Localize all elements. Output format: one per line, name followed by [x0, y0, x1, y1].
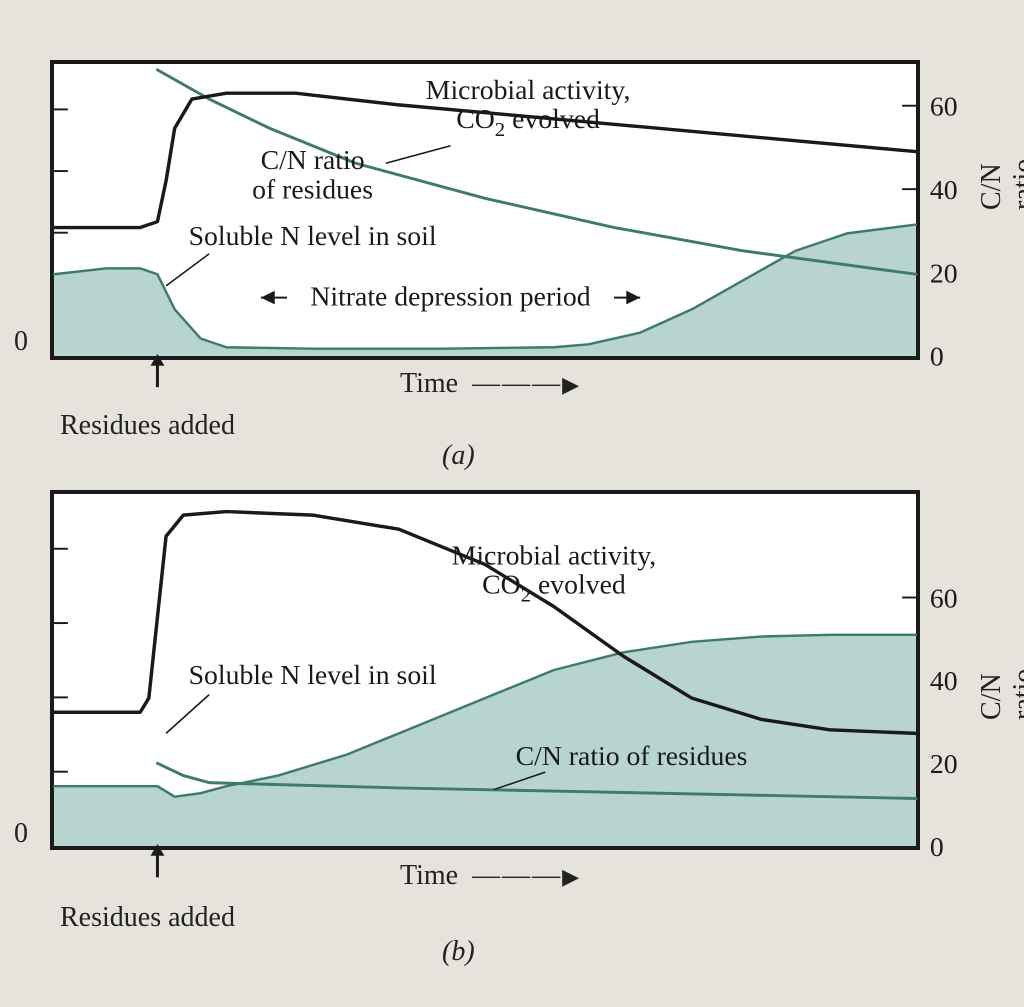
svg-text:C/N ratio: C/N ratio [261, 145, 365, 175]
svg-text:CO2 evolved: CO2 evolved [456, 104, 600, 141]
panel-a-x-label: Time ———▶ [400, 368, 579, 400]
chart-a-svg: 0204060Microbial activity,CO2 evolvedC/N… [54, 64, 916, 356]
panel-a-caption: (a) [442, 440, 475, 472]
svg-text:Soluble N level in soil: Soluble N level in soil [189, 659, 437, 690]
panel-a-left-zero: 0 [14, 326, 28, 358]
panel-b-right-axis-label: C/N ratio [976, 669, 1024, 720]
x-axis-label-text-b: Time [400, 860, 458, 891]
svg-text:0: 0 [930, 831, 944, 862]
svg-text:40: 40 [930, 665, 958, 696]
svg-text:Microbial activity,: Microbial activity, [452, 540, 657, 571]
page-root: 0204060Microbial activity,CO2 evolvedC/N… [0, 0, 1024, 1007]
chart-panel-b: 0204060Microbial activity,CO2 evolvedC/N… [50, 490, 920, 850]
svg-text:of residues: of residues [252, 175, 373, 205]
panel-a-right-axis-label: C/N ratio [976, 159, 1024, 210]
svg-text:C/N ratio of residues: C/N ratio of residues [516, 740, 748, 771]
panel-b-left-zero: 0 [14, 818, 28, 850]
svg-text:CO2 evolved: CO2 evolved [482, 569, 626, 607]
panel-b-x-label: Time ———▶ [400, 860, 579, 892]
x-axis-label-text: Time [400, 368, 458, 399]
svg-text:0: 0 [930, 342, 944, 372]
panel-b-caption: (b) [442, 936, 475, 968]
svg-text:Microbial activity,: Microbial activity, [426, 75, 631, 105]
chart-b-svg: 0204060Microbial activity,CO2 evolvedC/N… [54, 494, 916, 846]
svg-text:Soluble N level in soil: Soluble N level in soil [189, 221, 437, 251]
svg-text:20: 20 [930, 748, 958, 779]
svg-text:60: 60 [930, 92, 958, 122]
svg-text:Nitrate depression period: Nitrate depression period [310, 282, 591, 312]
svg-text:20: 20 [930, 259, 958, 289]
svg-text:40: 40 [930, 175, 958, 205]
panel-a-residues-added-label: Residues added [60, 410, 235, 442]
panel-b-residues-added-label: Residues added [60, 902, 235, 934]
chart-panel-a: 0204060Microbial activity,CO2 evolvedC/N… [50, 60, 920, 360]
svg-text:60: 60 [930, 582, 958, 613]
